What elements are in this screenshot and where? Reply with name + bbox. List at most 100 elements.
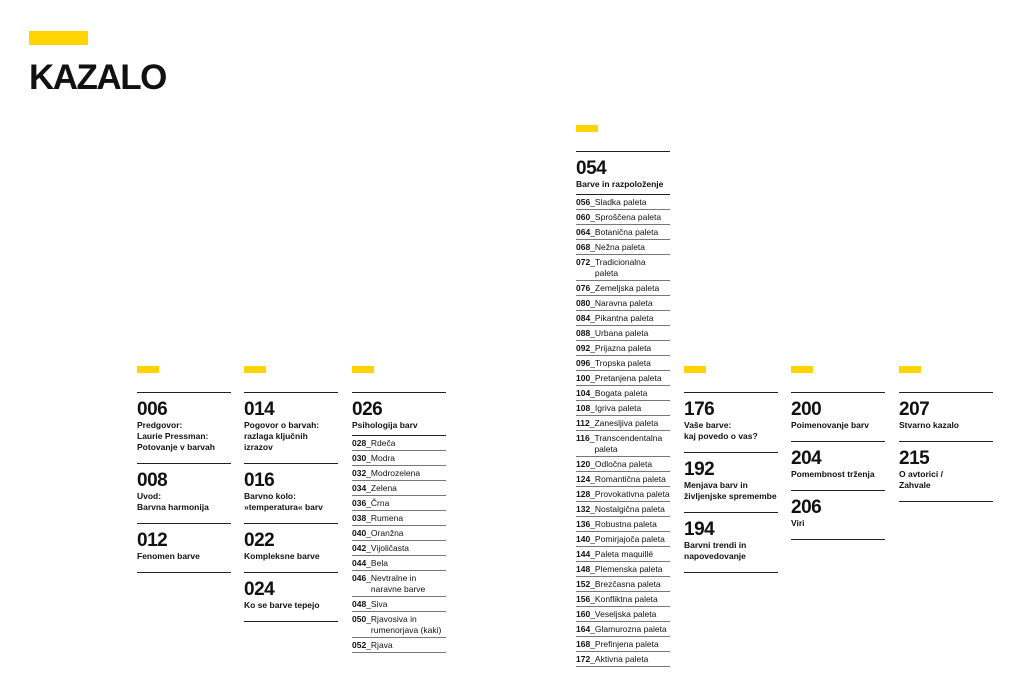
entry-label: Pogovor o barvah: razlaga ključnih izraz…	[244, 420, 320, 452]
subentry-row[interactable]: 108 _ Igriva paleta	[576, 401, 670, 416]
subentry-row[interactable]: 056 _ Sladka paleta	[576, 195, 670, 210]
subentry-row[interactable]: 164 _ Glamurozna paleta	[576, 622, 670, 637]
subentry-row[interactable]: 132 _ Nostalgična paleta	[576, 502, 670, 517]
subentry-row[interactable]: 140 _ Pomirjajoča paleta	[576, 532, 670, 547]
col4-accent-bar	[576, 125, 598, 132]
entry-label: Psihologija barv	[352, 420, 418, 430]
toc-entry[interactable]: 200 Poimenovanje barv	[791, 393, 885, 442]
subentry-title: Robustna paleta	[594, 519, 657, 529]
toc-entry[interactable]: 024 Ko se barve tepejo	[244, 573, 338, 622]
subentry-title: Prijazna paleta	[594, 343, 652, 353]
toc-entry[interactable]: 016 Barvno kolo: »temperatura« barv	[244, 464, 338, 524]
toc-entry[interactable]: 204 Pomembnost trženja	[791, 442, 885, 491]
subentry-page-number: 050	[352, 614, 367, 624]
subentry-row[interactable]: 038 _ Rumena	[352, 511, 446, 526]
separator-glyph: _	[589, 433, 595, 443]
separator-glyph: _	[590, 343, 595, 353]
subentry-title: Črna	[370, 498, 390, 508]
entry-label: Barvno kolo: »temperatura« barv	[244, 491, 323, 512]
subentry-title: Brezčasna paleta	[594, 579, 661, 589]
toc-entry[interactable]: 008 Uvod: Barvna harmonija	[137, 464, 231, 524]
subentry-row[interactable]: 028 _ Rdeča	[352, 436, 446, 451]
toc-entry[interactable]: 206 Viri	[791, 491, 885, 540]
subentry-row[interactable]: 040 _ Oranžna	[352, 526, 446, 541]
subentry-title: Sladka paleta	[594, 197, 647, 207]
subentry-row[interactable]: 120 _ Odločna paleta	[576, 457, 670, 472]
subentry-row[interactable]: 080 _ Naravna paleta	[576, 296, 670, 311]
subentry-row[interactable]: 100 _ Pretanjena paleta	[576, 371, 670, 386]
subentry-row[interactable]: 060 _ Sproščena paleta	[576, 210, 670, 225]
subentry-page-number: 028	[352, 438, 367, 448]
separator-glyph: _	[590, 459, 595, 469]
toc-entry[interactable]: 207 Stvarno kazalo	[899, 393, 993, 442]
toc-entry[interactable]: 022 Kompleksne barve	[244, 524, 338, 573]
subentry-page-number: 124	[576, 474, 591, 484]
col6-accent-bar	[791, 366, 813, 373]
subentry-row[interactable]: 052 _ Rjava	[352, 638, 446, 653]
subentry-page-number: 072	[576, 257, 591, 267]
separator-glyph: _	[590, 242, 595, 252]
toc-entry[interactable]: 176 Vaše barve: kaj povedo o vas?	[684, 393, 778, 453]
separator-glyph: _	[590, 639, 595, 649]
subentry-page-number: 076	[576, 283, 591, 293]
toc-entry[interactable]: 006 Predgovor: Laurie Pressman: Potovanje…	[137, 393, 231, 464]
subentry-title: Paleta maquillé	[594, 549, 654, 559]
toc-entry[interactable]: 215 O avtorici / Zahvale	[899, 442, 993, 502]
subentry-page-number: 128	[576, 489, 591, 499]
subentry-row[interactable]: 160 _ Veseljska paleta	[576, 607, 670, 622]
subentry-row[interactable]: 034 _ Zelena	[352, 481, 446, 496]
separator-glyph: _	[366, 558, 371, 568]
subentry-row[interactable]: 072 _ Tradicionalna paleta	[576, 255, 670, 281]
separator-glyph: _	[590, 388, 595, 398]
entry-label: Stvarno kazalo	[899, 420, 959, 430]
separator-glyph: _	[590, 197, 595, 207]
toc-entry[interactable]: 026 Psihologija barv	[352, 393, 446, 435]
entry-label: Predgovor: Laurie Pressman: Potovanje v …	[137, 420, 215, 452]
subentry-page-number: 060	[576, 212, 591, 222]
subentry-title: Nostalgična paleta	[594, 504, 665, 514]
subentry-row[interactable]: 172 _ Aktivna paleta	[576, 652, 670, 667]
toc-entry[interactable]: 194 Barvni trendi in napovedovanje	[684, 513, 778, 573]
subentry-page-number: 038	[352, 513, 367, 523]
col3-accent-bar	[352, 366, 374, 373]
toc-entry[interactable]: 054 Barve in razpoloženje	[576, 152, 670, 194]
subentry-page-number: 042	[352, 543, 367, 553]
subentry-row[interactable]: 042 _ Vijoličasta	[352, 541, 446, 556]
subentry-row[interactable]: 128 _ Provokativna paleta	[576, 487, 670, 502]
toc-column-3: 026 Psihologija barv 028 _ Rdeča 030 _ Modra 032…	[352, 392, 446, 653]
subentry-row[interactable]: 084 _ Pikantna paleta	[576, 311, 670, 326]
subentry-row[interactable]: 152 _ Brezčasna paleta	[576, 577, 670, 592]
subentry-row[interactable]: 050 _ Rjavosiva in rumenorjava (kaki)	[352, 612, 446, 638]
toc-entry[interactable]: 014 Pogovor o barvah: razlaga ključnih iz…	[244, 393, 338, 464]
subentry-row[interactable]: 068 _ Nežna paleta	[576, 240, 670, 255]
subentry-row[interactable]: 112 _ Zanesljiva paleta	[576, 416, 670, 431]
subentry-row[interactable]: 030 _ Modra	[352, 451, 446, 466]
subentry-row[interactable]: 076 _ Zemeljska paleta	[576, 281, 670, 296]
subentry-row[interactable]: 032 _ Modrozelena	[352, 466, 446, 481]
subentry-row[interactable]: 088 _ Urbana paleta	[576, 326, 670, 341]
subentry-row[interactable]: 036 _ Črna	[352, 496, 446, 511]
subentry-row[interactable]: 116 _ Transcendentalna paleta	[576, 431, 670, 457]
subentry-row[interactable]: 168 _ Prefinjena paleta	[576, 637, 670, 652]
subentry-row[interactable]: 092 _ Prijazna paleta	[576, 341, 670, 356]
subentry-row[interactable]: 096 _ Tropska paleta	[576, 356, 670, 371]
entry-label: Vaše barve: kaj povedo o vas?	[684, 420, 758, 441]
separator-glyph: _	[366, 498, 371, 508]
separator-glyph: _	[590, 313, 595, 323]
subentry-row[interactable]: 044 _ Bela	[352, 556, 446, 571]
subentry-row[interactable]: 136 _ Robustna paleta	[576, 517, 670, 532]
subentry-row[interactable]: 144 _ Paleta maquillé	[576, 547, 670, 562]
subentry-row[interactable]: 046 _ Nevtralne in naravne barve	[352, 571, 446, 597]
subentry-row[interactable]: 124 _ Romantična paleta	[576, 472, 670, 487]
column-top-rule	[244, 392, 338, 393]
subentry-row[interactable]: 064 _ Botanična paleta	[576, 225, 670, 240]
subentry-title: Rjava	[370, 640, 393, 650]
subentry-page-number: 030	[352, 453, 367, 463]
subentry-row[interactable]: 104 _ Bogata paleta	[576, 386, 670, 401]
toc-entry[interactable]: 012 Fenomen barve	[137, 524, 231, 573]
toc-entry[interactable]: 192 Menjava barv in življenjske spremembe	[684, 453, 778, 513]
column-top-rule	[684, 392, 778, 393]
subentry-row[interactable]: 048 _ Siva	[352, 597, 446, 612]
subentry-row[interactable]: 156 _ Konfliktna paleta	[576, 592, 670, 607]
subentry-row[interactable]: 148 _ Plemenska paleta	[576, 562, 670, 577]
